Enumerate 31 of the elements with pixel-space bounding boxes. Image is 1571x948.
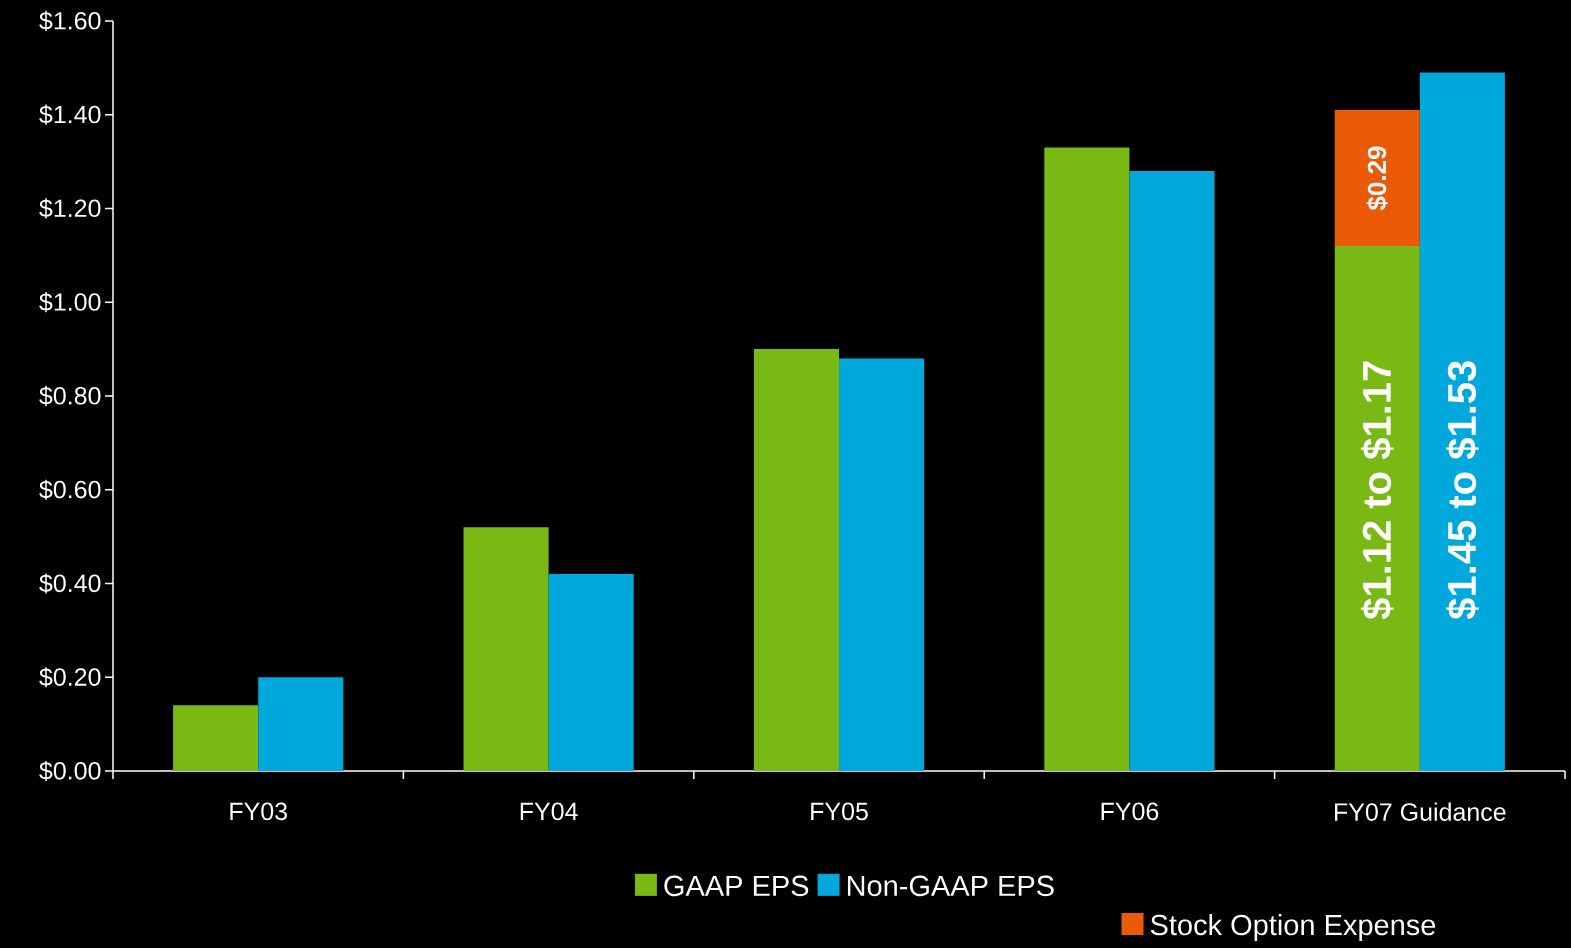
bar — [1334, 245, 1420, 771]
y-tick-label: $0.00 — [39, 760, 101, 782]
x-tick-label: FY06 — [1101, 802, 1159, 821]
y-tick-label: $1.40 — [39, 104, 101, 125]
bar — [1334, 110, 1420, 246]
annotation: $1.12 to $1.17 — [1360, 361, 1394, 620]
y-tick-label: $0.40 — [39, 573, 101, 594]
y-tick-label: $1.00 — [39, 292, 101, 313]
x-tick-label: FY03 — [230, 802, 287, 821]
y-tick-label: $0.80 — [39, 385, 101, 407]
bar — [1419, 72, 1505, 771]
data-label: $0.29 — [1366, 146, 1388, 211]
bar — [548, 574, 634, 771]
annotation: $1.45 to $1.53 — [1446, 361, 1479, 620]
legend-label: Non-GAAP EPS — [847, 875, 1054, 897]
legend-label: Stock Option Expense — [1150, 913, 1436, 942]
bar — [173, 705, 259, 771]
x-tick-label: FY07 Guidance — [1335, 802, 1506, 821]
bar — [839, 358, 925, 771]
y-tick-label: $0.60 — [39, 479, 101, 500]
bar — [1044, 147, 1130, 771]
bar — [1129, 170, 1215, 771]
legend-label: GAAP EPS — [664, 875, 809, 897]
bar — [753, 349, 840, 771]
x-tick-label: FY04 — [520, 802, 578, 821]
bar — [258, 677, 344, 771]
y-tick-label: $1.20 — [39, 198, 101, 219]
y-tick-label: $0.20 — [39, 667, 101, 688]
x-tick-label: FY05 — [811, 802, 868, 821]
y-tick-label: $1.60 — [39, 10, 101, 32]
bar — [463, 527, 549, 771]
